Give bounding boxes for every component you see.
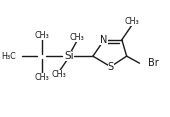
- Text: N: N: [100, 35, 108, 45]
- Text: H₃C: H₃C: [1, 52, 16, 61]
- Text: CH₃: CH₃: [34, 73, 49, 82]
- Text: S: S: [108, 62, 114, 72]
- Text: CH₃: CH₃: [52, 70, 67, 79]
- Text: Br: Br: [148, 58, 158, 68]
- Text: Si: Si: [64, 51, 74, 61]
- Text: CH₃: CH₃: [34, 31, 49, 40]
- Text: CH₃: CH₃: [70, 33, 84, 42]
- Text: CH₃: CH₃: [124, 17, 139, 26]
